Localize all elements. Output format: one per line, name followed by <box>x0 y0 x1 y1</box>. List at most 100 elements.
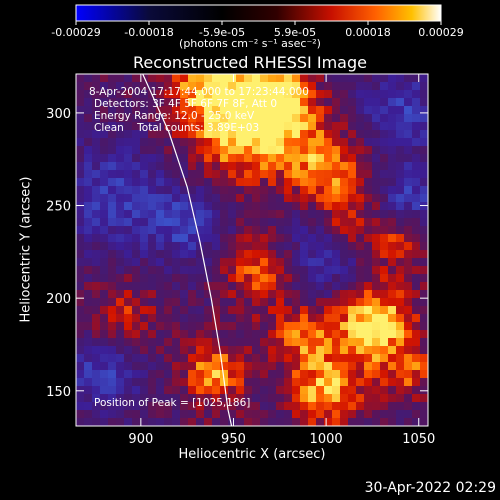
heatmap-cell <box>284 194 293 203</box>
heatmap-cell <box>228 274 237 283</box>
heatmap-cell <box>308 242 317 251</box>
heatmap-cell <box>220 306 229 315</box>
heatmap-cell <box>172 138 181 147</box>
heatmap-cell <box>116 194 125 203</box>
heatmap-cell <box>252 154 261 163</box>
heatmap-cell <box>316 250 325 259</box>
heatmap-cell <box>220 218 229 227</box>
limb-curve <box>142 74 233 426</box>
heatmap-cell <box>212 146 221 155</box>
heatmap-cell <box>356 74 365 83</box>
heatmap-cell <box>364 218 373 227</box>
heatmap-cell <box>292 130 301 139</box>
heatmap-cell <box>412 154 421 163</box>
heatmap-cell <box>252 282 261 291</box>
heatmap-cell <box>364 314 373 323</box>
heatmap-cell <box>396 170 405 179</box>
heatmap-cell <box>180 170 189 179</box>
heatmap-cell <box>212 354 221 363</box>
heatmap-cell <box>236 250 245 259</box>
heatmap-cell <box>324 170 333 179</box>
heatmap-cell <box>148 74 157 83</box>
heatmap-cell <box>316 242 325 251</box>
heatmap-cell <box>332 314 341 323</box>
heatmap-cell <box>196 226 205 235</box>
heatmap-cell <box>276 418 285 426</box>
heatmap-cell <box>100 234 109 243</box>
heatmap-cell <box>132 298 141 307</box>
heatmap-cell <box>180 362 189 371</box>
heatmap-cell <box>404 322 413 331</box>
heatmap-cell <box>132 250 141 259</box>
heatmap-cell <box>332 138 341 147</box>
heatmap-cell <box>324 218 333 227</box>
heatmap-cell <box>420 122 428 131</box>
heatmap-cell <box>308 378 317 387</box>
heatmap-cell <box>156 162 165 171</box>
heatmap-cell <box>116 138 125 147</box>
heatmap-cell <box>380 250 389 259</box>
heatmap-cell <box>156 258 165 267</box>
heatmap-cell <box>364 410 373 419</box>
heatmap-cell <box>196 330 205 339</box>
heatmap-cell <box>412 314 421 323</box>
heatmap-cell <box>228 394 237 403</box>
heatmap-cell <box>268 122 277 131</box>
heatmap-cell <box>380 226 389 235</box>
heatmap-cell <box>340 74 349 83</box>
heatmap-cell <box>116 306 125 315</box>
heatmap-cell <box>412 146 421 155</box>
heatmap-cell <box>308 258 317 267</box>
heatmap-cell <box>300 258 309 267</box>
heatmap-cell <box>100 138 109 147</box>
heatmap-cell <box>364 138 373 147</box>
heatmap-cell <box>132 130 141 139</box>
heatmap-cell <box>220 362 229 371</box>
heatmap-cell <box>252 202 261 211</box>
heatmap-cell <box>316 314 325 323</box>
y-tick-label: 200 <box>46 292 71 307</box>
heatmap-cell <box>84 378 93 387</box>
heatmap-cell <box>244 330 253 339</box>
heatmap-cell <box>212 346 221 355</box>
heatmap-cell <box>92 114 101 123</box>
heatmap-cell <box>404 226 413 235</box>
heatmap-cell <box>412 114 421 123</box>
heatmap-cell <box>244 362 253 371</box>
heatmap-cell <box>180 146 189 155</box>
heatmap-cell <box>188 418 197 426</box>
heatmap-cell <box>276 154 285 163</box>
heatmap-cell <box>308 138 317 147</box>
heatmap-cell <box>148 274 157 283</box>
heatmap-cell <box>412 306 421 315</box>
heatmap-cell <box>244 378 253 387</box>
heatmap-cell <box>340 378 349 387</box>
heatmap-cell <box>108 178 117 187</box>
heatmap-cell <box>212 122 221 131</box>
heatmap-cell <box>76 266 85 275</box>
heatmap-cell <box>228 194 237 203</box>
heatmap-cell <box>156 218 165 227</box>
heatmap-cell <box>252 130 261 139</box>
heatmap-cell <box>260 218 269 227</box>
heatmap-cell <box>284 346 293 355</box>
heatmap-cell <box>196 386 205 395</box>
heatmap-cell <box>308 410 317 419</box>
heatmap-cell <box>164 170 173 179</box>
heatmap-cell <box>348 146 357 155</box>
heatmap-cell <box>244 282 253 291</box>
heatmap-cell <box>404 218 413 227</box>
heatmap-cell <box>316 330 325 339</box>
heatmap-cell <box>372 242 381 251</box>
heatmap-cell <box>364 346 373 355</box>
heatmap-cell <box>188 362 197 371</box>
heatmap-cell <box>244 242 253 251</box>
heatmap-cell <box>172 338 181 347</box>
heatmap-cell <box>260 394 269 403</box>
heatmap-cell <box>324 338 333 347</box>
heatmap-cell <box>100 194 109 203</box>
heatmap-cell <box>332 202 341 211</box>
heatmap-cell <box>108 90 117 99</box>
heatmap-cell <box>348 130 357 139</box>
